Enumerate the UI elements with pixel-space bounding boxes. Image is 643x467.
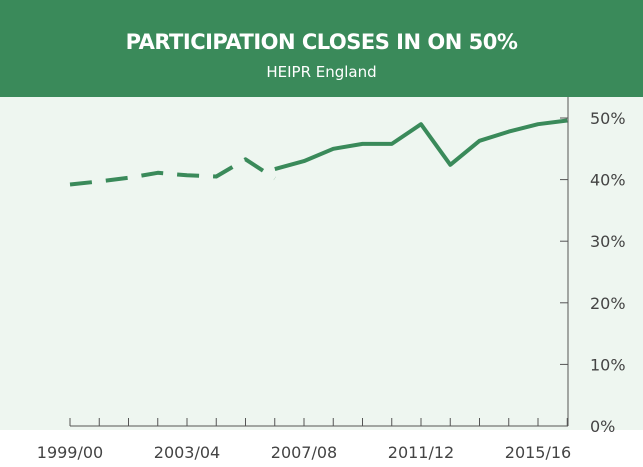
y-tick-label: 10% bbox=[590, 355, 626, 374]
y-tick-label: 30% bbox=[590, 232, 626, 251]
chart-area: 0% 10% 20% 30% 40% 50% 1999/00 2003/04 2007/08 20… bbox=[0, 97, 643, 463]
y-tick-label: 20% bbox=[590, 294, 626, 313]
x-tick-label: 1999/00 bbox=[37, 443, 103, 462]
chart-header: PARTICIPATION CLOSES IN ON 50% HEIPR Eng… bbox=[0, 0, 643, 97]
x-tick-label: 2003/04 bbox=[154, 443, 220, 462]
x-tick-label: 2011/12 bbox=[388, 443, 454, 462]
x-tick-label: 2015/16 bbox=[505, 443, 571, 462]
plot-background bbox=[0, 97, 643, 430]
line-chart: 0% 10% 20% 30% 40% 50% 1999/00 2003/04 2007/08 20… bbox=[0, 97, 643, 463]
chart-title: PARTICIPATION CLOSES IN ON 50% bbox=[0, 30, 643, 54]
y-tick-label: 40% bbox=[590, 171, 626, 190]
y-tick-label: 50% bbox=[590, 109, 626, 128]
chart-subtitle: HEIPR England bbox=[0, 63, 643, 81]
x-tick-label: 2007/08 bbox=[271, 443, 337, 462]
y-tick-label: 0% bbox=[590, 417, 615, 436]
